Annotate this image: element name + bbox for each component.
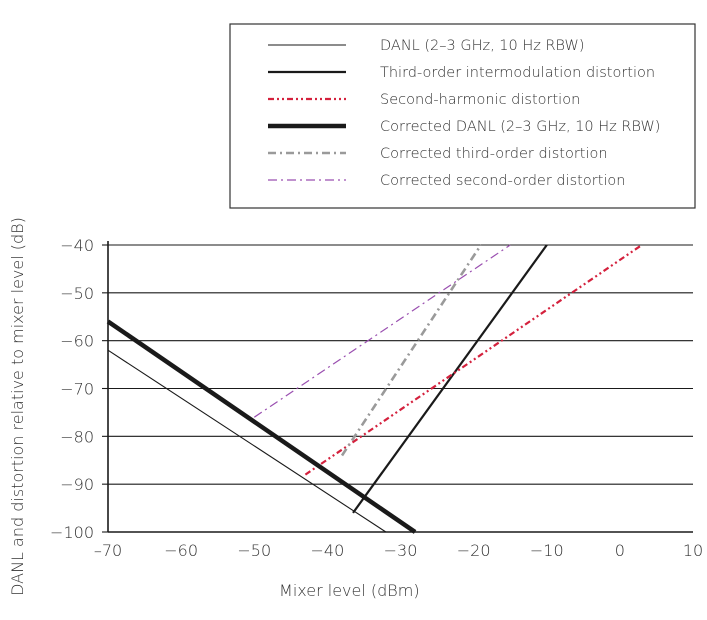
x-axis-title: Mixer level (dBm) [279, 581, 420, 600]
legend: DANL (2–3 GHz, 10 Hz RBW) Third-order int… [229, 23, 696, 209]
x-tick-label: −20 [457, 541, 491, 560]
series-line [352, 244, 548, 514]
x-tick-label: −60 [164, 541, 198, 560]
x-tick-label: −50 [237, 541, 271, 560]
y-axis-title: DANL and distortion relative to mixer le… [8, 217, 27, 596]
x-tick-labels: –70 −60 −50 −40 −30 −20 −10 0 10 [94, 541, 703, 560]
series-line [340, 244, 482, 457]
y-tick-label: −60 [60, 332, 94, 351]
x-tick-label: –70 [94, 541, 122, 560]
legend-box [229, 23, 696, 209]
x-tick-label: 0 [615, 541, 625, 560]
series-line [253, 244, 511, 418]
series-lines [106, 244, 643, 534]
y-tick-label: −50 [60, 284, 94, 303]
y-tick-label: −90 [60, 475, 94, 494]
x-tick-label: −40 [310, 541, 344, 560]
x-tick-label: −10 [530, 541, 564, 560]
x-tick-label: −30 [384, 541, 418, 560]
y-tick-label: −40 [60, 236, 94, 255]
legend-label: Third-order intermodulation distortion [380, 65, 655, 81]
legend-label: Corrected DANL (2–3 GHz, 10 Hz RBW) [380, 119, 660, 135]
series-line [304, 244, 643, 476]
series-line [106, 319, 417, 534]
y-tick-label: −100 [50, 523, 94, 542]
x-tick-label: 10 [683, 541, 703, 560]
axes [102, 241, 693, 533]
y-tick-label: −70 [60, 380, 94, 399]
legend-label: Corrected third-order distortion [380, 146, 608, 162]
series-line [107, 349, 387, 533]
legend-label: Corrected second-order distortion [380, 173, 625, 189]
legend-label: Second-harmonic distortion [380, 92, 580, 108]
y-tick-label: −80 [60, 427, 94, 446]
legend-label: DANL (2–3 GHz, 10 Hz RBW) [380, 38, 585, 54]
y-tick-labels: −40 −50 −60 −70 −80 −90 −100 [50, 236, 94, 542]
